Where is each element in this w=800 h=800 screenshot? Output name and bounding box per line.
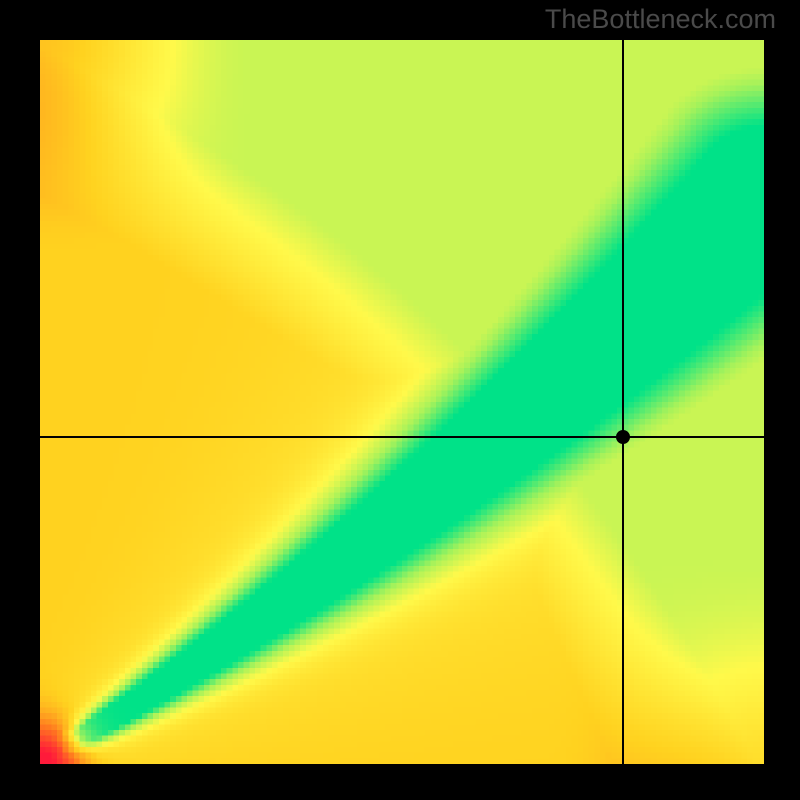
crosshair-horizontal — [40, 436, 764, 438]
watermark-text: TheBottleneck.com — [545, 4, 776, 35]
heatmap-plot-area — [40, 40, 764, 764]
crosshair-vertical — [622, 40, 624, 764]
crosshair-marker[interactable] — [616, 430, 630, 444]
heatmap-canvas — [40, 40, 764, 764]
